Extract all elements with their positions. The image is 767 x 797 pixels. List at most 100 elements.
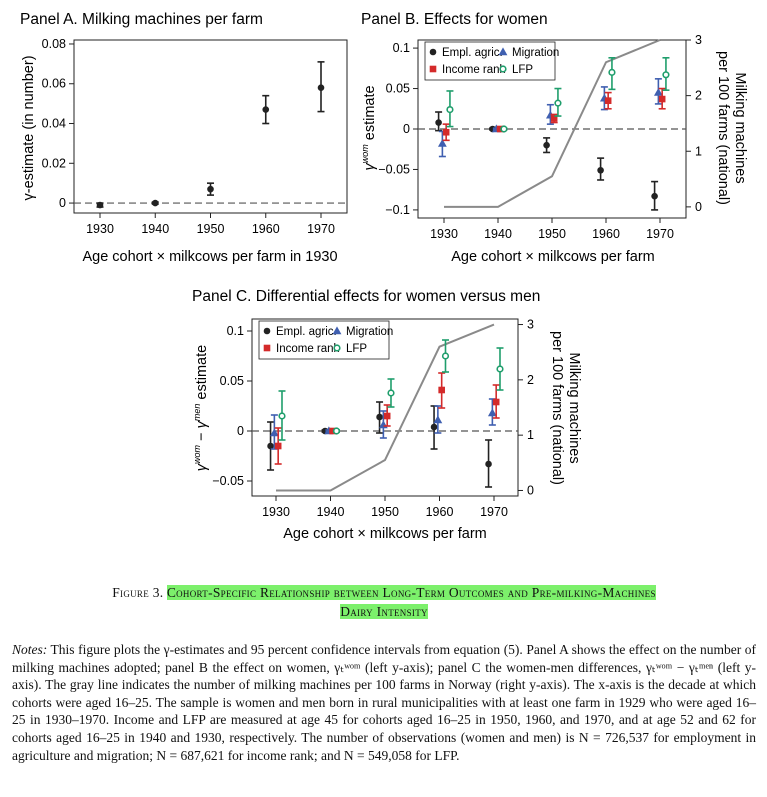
panel-b-y-axis-label: γwom estimate <box>360 85 378 170</box>
panel-c-point <box>278 412 286 420</box>
panel-c-legend-box <box>258 320 390 360</box>
panel-a-y-tick-label: 0.02 <box>42 156 66 170</box>
panel-c-point <box>332 427 341 435</box>
panel-b-y2-tick-label: 2 <box>695 89 702 103</box>
panel-c-legend-marker <box>263 344 271 352</box>
panel-b-machines-line <box>444 39 661 208</box>
panel-c-y-tick-label: −0.05 <box>212 474 244 488</box>
panel-a-point <box>262 106 270 113</box>
notes-label: Notes: <box>12 642 48 657</box>
panel-c-x-tick-label: 1930 <box>262 505 290 519</box>
panel-a-x-tick-label: 1930 <box>86 222 114 236</box>
panel-b-legend: Empl. agric. Migration Income rank LFP <box>424 41 559 81</box>
panel-a-y-tick-label: 0.08 <box>42 37 66 51</box>
panel-c-x-tick-label: 1950 <box>371 505 399 519</box>
panel-c-y2-tick-label: 1 <box>527 428 534 442</box>
figure-label: Figure 3. <box>112 585 164 600</box>
panel-a-point <box>317 84 325 92</box>
panel-c-point <box>269 428 279 437</box>
panel-b-point <box>496 125 504 133</box>
panel-c-y-tick-label: 0.1 <box>227 324 244 338</box>
panel-b-point <box>437 138 447 147</box>
panel-a-y-tick-label: 0.04 <box>42 117 66 131</box>
panel-b-y2-tick-label: 1 <box>695 144 702 158</box>
panel-c-plot: −0.05 0 0.05 0.1 0 1 2 3 1930 1940 1950 1960 1970 Emp… <box>212 318 534 519</box>
panel-b-legend-marker <box>498 47 508 56</box>
panel-c-y-tick-label: 0.05 <box>220 374 244 388</box>
panel-c-legend-marker <box>263 327 271 335</box>
panel-c-point <box>438 386 445 394</box>
panel-b-y2-tick-label: 0 <box>695 200 702 214</box>
panel-a-x-tick-label: 1970 <box>307 222 335 236</box>
panel-b-plot: −0.1 −0.05 0 0.05 0.1 0 1 2 3 1930 1940 1950 1960 197… <box>378 33 702 241</box>
panel-c-point <box>430 423 438 431</box>
panel-b-point <box>500 125 508 133</box>
panel-c-legend-label: LFP <box>346 343 367 355</box>
panel-c-legend-label: Income rank <box>276 343 340 355</box>
panel-b-point <box>653 87 663 96</box>
panel-c-y-symbol-2: γ <box>194 420 210 428</box>
panel-b-y2-tick-label: 3 <box>695 33 702 47</box>
panel-c-legend-label: Migration <box>346 326 393 338</box>
panel-b-y2-label-2: per 100 farms (national) <box>715 51 731 205</box>
panel-a-title: Panel A. Milking machines per farm <box>20 11 263 28</box>
panel-c-y2-label-1: Milking machines <box>566 352 582 463</box>
panel-b-y-word: estimate <box>362 85 378 140</box>
figure-notes: Notes: This figure plots the γ-estimates… <box>12 641 756 764</box>
panel-b-legend-label: LFP <box>512 64 533 76</box>
panel-c-legend-marker <box>332 326 342 335</box>
panel-c-point <box>496 365 504 373</box>
panel-b-point <box>662 71 670 79</box>
figure-title-line-2: Dairy Intensity <box>340 604 428 619</box>
panel-c-point <box>383 412 391 420</box>
panel-b-point <box>608 68 616 76</box>
panel-b-y-symbol: γ <box>362 163 378 171</box>
panel-b-y-superscript: wom <box>360 144 370 164</box>
panel-b-point <box>554 99 562 107</box>
panel-c-legend-marker <box>333 344 341 352</box>
panel-b-point <box>658 95 666 103</box>
panel-c-point <box>376 413 383 421</box>
panel-a-x-tick-label: 1940 <box>141 222 169 236</box>
panel-c-title: Panel C. Differential effects for women … <box>192 288 540 305</box>
panel-a-point <box>96 201 104 209</box>
panel-a-point <box>151 199 159 207</box>
panel-b-legend-label: Income rank <box>442 64 506 76</box>
panel-a-x-axis-label: Age cohort × milkcows per farm in 1930 <box>82 249 337 265</box>
panel-c-point <box>485 460 492 468</box>
panel-c-y-superscript-1: wom <box>192 444 202 464</box>
panel-a-y-tick-label: 0 <box>59 196 66 210</box>
panel-b-point <box>550 115 558 122</box>
panel-b-legend-label: Empl. agric. <box>442 47 503 59</box>
panel-b-x-tick-label: 1930 <box>430 227 458 241</box>
panel-c-y2-tick-label: 2 <box>527 373 534 387</box>
panel-b-y2-label-1: Milking machines <box>732 72 748 183</box>
panel-b-x-tick-label: 1950 <box>538 227 566 241</box>
panel-b-point <box>651 192 658 200</box>
panel-a-plot: 0 0.02 0.04 0.06 0.08 1930 1940 1950 1960 1970 <box>42 37 348 236</box>
panel-b-y-tick-label: 0.05 <box>386 82 410 96</box>
panel-b-x-axis-label: Age cohort × milkcows per farm <box>451 249 654 265</box>
panel-b-point <box>435 119 442 126</box>
panel-a-y-tick-label: 0.06 <box>42 77 66 91</box>
figure-caption: Figure 3. Cohort-Specific Relationship b… <box>30 583 738 621</box>
panel-a-x-tick-label: 1960 <box>252 222 280 236</box>
panel-b-title: Panel B. Effects for women <box>361 11 548 28</box>
panel-c-x-axis-label: Age cohort × milkcows per farm <box>283 526 486 542</box>
panel-b-legend-marker <box>429 65 437 73</box>
panel-b-legend-marker <box>429 48 437 56</box>
panel-b-y-tick-label: 0.1 <box>393 41 410 55</box>
panel-c-y2-tick-label: 0 <box>527 483 534 497</box>
panel-b-x-tick-label: 1970 <box>646 227 674 241</box>
panel-b-y-tick-label: −0.05 <box>378 162 410 176</box>
panel-a-point <box>207 185 214 193</box>
panel-c-point <box>492 398 500 406</box>
panel-c-y2-tick-label: 3 <box>527 318 534 332</box>
panel-c-point <box>441 352 450 360</box>
panel-b-x-tick-label: 1960 <box>592 227 620 241</box>
panel-c-y2-label-2: per 100 farms (national) <box>549 331 565 485</box>
panel-b-legend-label: Migration <box>512 47 559 59</box>
panel-c-x-tick-label: 1970 <box>480 505 508 519</box>
panel-b-legend-marker <box>499 65 507 73</box>
